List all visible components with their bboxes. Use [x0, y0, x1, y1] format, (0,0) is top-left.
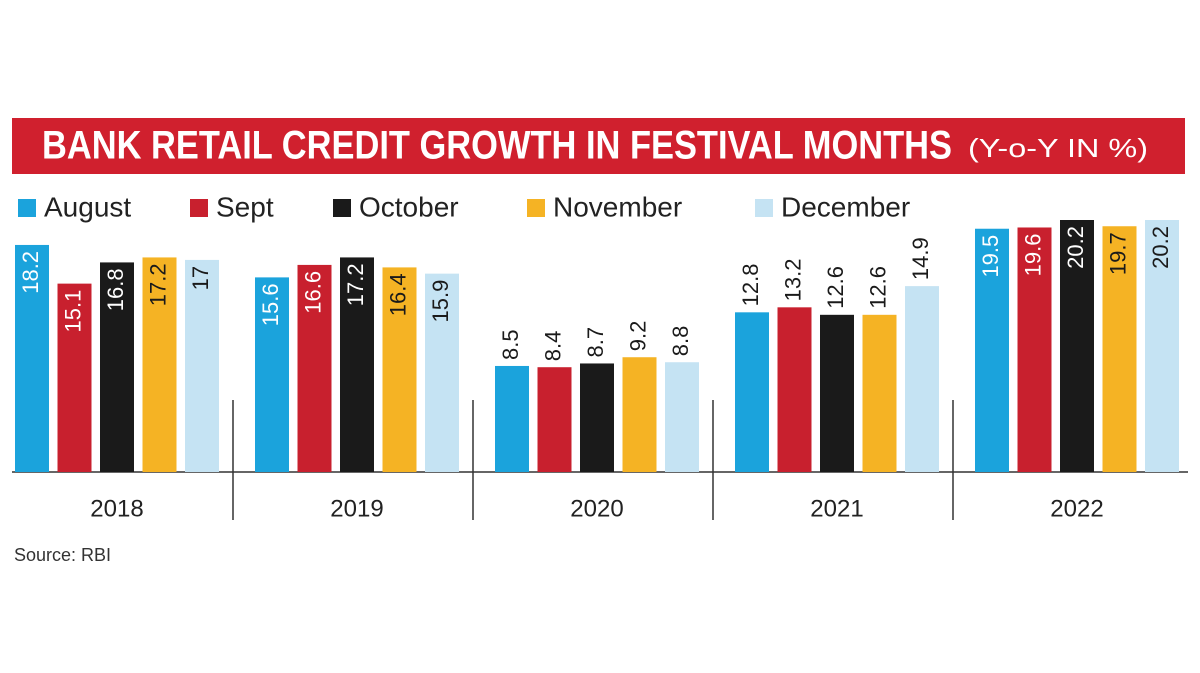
data-label: 16.4 — [385, 273, 410, 316]
chart-subtitle: (Y-o-Y IN %) — [968, 133, 1148, 163]
bar — [1017, 227, 1052, 472]
bar — [100, 262, 134, 472]
data-label: 18.2 — [18, 251, 43, 294]
bar — [1102, 226, 1137, 472]
title-banner — [12, 118, 1185, 174]
bar — [425, 273, 459, 472]
data-label: 8.5 — [498, 329, 523, 360]
bar — [382, 267, 417, 472]
bar — [495, 365, 529, 472]
data-label: 15.1 — [60, 290, 85, 333]
bar — [975, 228, 1009, 472]
data-label: 15.6 — [258, 283, 283, 326]
data-label: 19.7 — [1105, 232, 1130, 275]
bar — [255, 277, 289, 472]
source-note: Source: RBI — [14, 545, 111, 565]
data-label: 12.8 — [738, 263, 763, 306]
data-label: 19.5 — [978, 235, 1003, 278]
x-tick-label: 2020 — [570, 495, 623, 522]
bar — [905, 286, 939, 472]
bar — [57, 283, 92, 472]
x-tick-label: 2019 — [330, 495, 383, 522]
bar — [1145, 220, 1179, 472]
bar — [537, 367, 572, 472]
data-label: 17.2 — [343, 263, 368, 306]
legend-label: August — [44, 191, 131, 222]
legend-swatch — [333, 199, 351, 217]
data-label: 16.8 — [103, 268, 128, 311]
legend-swatch — [755, 199, 773, 217]
bar — [297, 264, 332, 472]
data-label: 8.8 — [668, 326, 693, 357]
data-label: 14.9 — [908, 237, 933, 280]
chart-title: BANK RETAIL CREDIT GROWTH IN FESTIVAL MO… — [42, 124, 952, 168]
legend-label: October — [359, 191, 459, 222]
data-label: 20.2 — [1063, 226, 1088, 269]
data-label: 20.2 — [1148, 226, 1173, 269]
bar — [185, 259, 219, 472]
bar — [735, 312, 769, 472]
bar — [1060, 220, 1094, 472]
legend-swatch — [527, 199, 545, 217]
data-label: 8.7 — [583, 327, 608, 358]
data-label: 12.6 — [823, 266, 848, 309]
data-label: 17.2 — [145, 263, 170, 306]
bar — [862, 314, 897, 472]
x-tick-label: 2022 — [1050, 495, 1103, 522]
bar — [622, 357, 657, 472]
bar — [580, 363, 614, 472]
legend-swatch — [18, 199, 36, 217]
data-label: 15.9 — [428, 280, 453, 323]
bar — [15, 244, 49, 472]
data-label: 16.6 — [300, 271, 325, 314]
x-tick-label: 2021 — [810, 495, 863, 522]
data-label: 8.4 — [540, 331, 565, 362]
bar — [340, 257, 374, 472]
legend-swatch — [190, 199, 208, 217]
legend-label: Sept — [216, 191, 274, 222]
x-tick-label: 2018 — [90, 495, 143, 522]
data-label: 12.6 — [865, 266, 890, 309]
data-label: 17 — [188, 266, 213, 290]
bar — [142, 257, 177, 472]
bar — [665, 362, 699, 472]
data-label: 13.2 — [780, 258, 805, 301]
bar — [777, 307, 812, 472]
bar — [820, 314, 854, 472]
legend-label: November — [553, 191, 682, 222]
legend-label: December — [781, 191, 910, 222]
data-label: 9.2 — [625, 321, 650, 352]
data-label: 19.6 — [1020, 233, 1045, 276]
